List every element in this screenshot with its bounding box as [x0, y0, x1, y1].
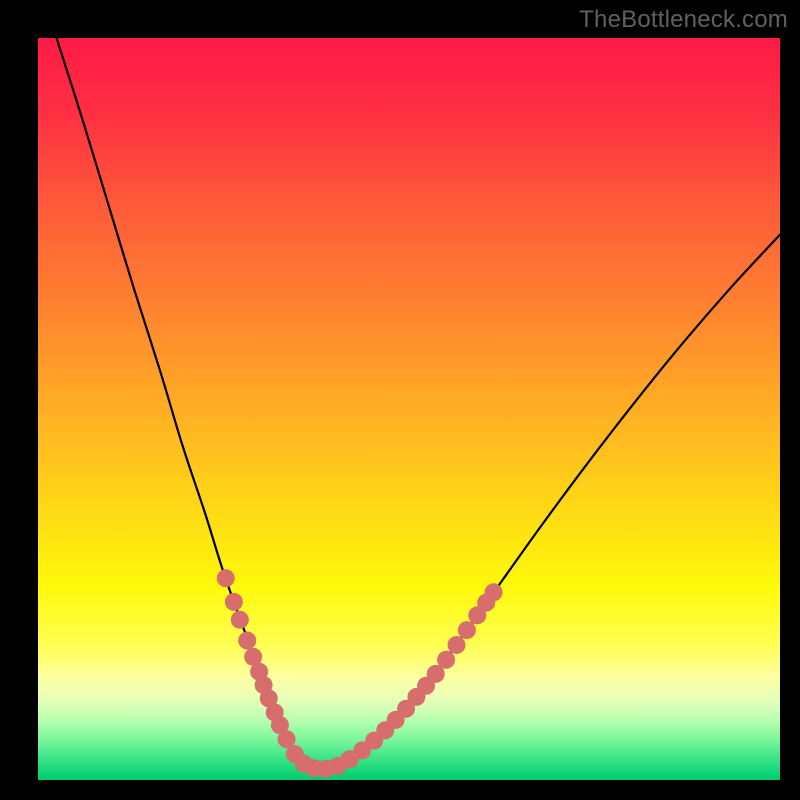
plot-area [38, 38, 780, 780]
curve-layer [38, 38, 780, 780]
marker-dot [225, 593, 243, 611]
marker-dot [238, 632, 256, 650]
marker-dot [458, 621, 476, 639]
chart-stage: TheBottleneck.com [0, 0, 800, 800]
marker-group [217, 569, 503, 778]
bottleneck-curve [57, 38, 780, 770]
marker-dot [217, 569, 235, 587]
marker-dot [231, 611, 249, 629]
marker-dot [437, 651, 455, 669]
marker-dot [485, 583, 503, 601]
marker-dot [447, 636, 465, 654]
watermark-label: TheBottleneck.com [579, 6, 788, 34]
